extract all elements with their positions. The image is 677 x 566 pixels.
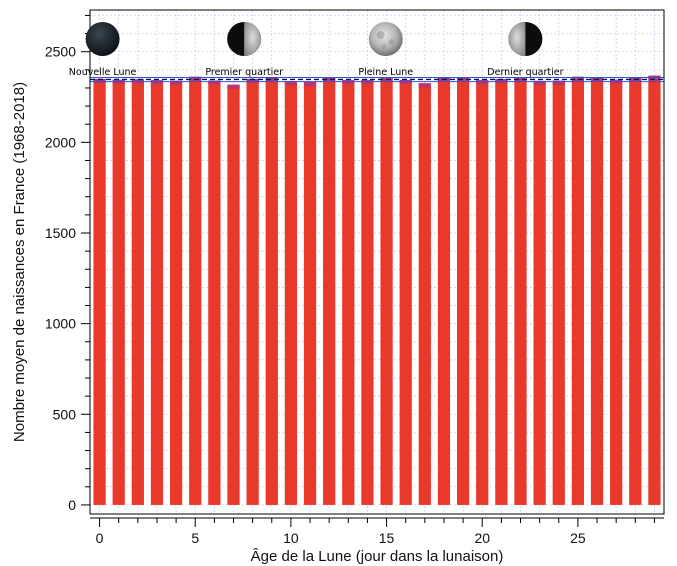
bar-top	[323, 77, 336, 82]
y-tick-label: 2000	[45, 134, 76, 150]
bars	[93, 75, 661, 505]
y-axis-title: Nombre moyen de naissances en France (19…	[11, 82, 28, 442]
axes: 0 500 1000 1500 2000 2500 0 5 10 15 20 25	[45, 14, 664, 546]
x-axis-title: Âge de la Lune (jour dans la lunaison)	[251, 548, 504, 565]
bar-top	[380, 78, 393, 83]
bar-top	[495, 79, 508, 84]
bar	[648, 75, 661, 505]
bar-top	[533, 80, 546, 85]
moon-crater	[376, 31, 385, 39]
bar	[514, 78, 527, 505]
bar	[342, 80, 355, 505]
frame	[89, 9, 665, 515]
bar	[150, 80, 164, 505]
moon-phase-markers: Nouvelle Lune Premier quartier Pleine Lune…	[69, 22, 564, 78]
last-quarter-moon-icon	[508, 22, 543, 56]
bar-top	[169, 80, 183, 85]
bar-top	[514, 78, 527, 83]
moon-phase-label: Pleine Lune	[358, 67, 413, 78]
bar	[629, 77, 642, 505]
bar	[303, 81, 317, 505]
bar	[208, 80, 221, 505]
bar-top	[227, 84, 240, 89]
first-quarter-moon-icon	[227, 22, 262, 56]
bar	[227, 84, 240, 505]
plot-frame	[89, 9, 665, 515]
x-tick-label: 25	[570, 530, 586, 546]
y-tick-label: 0	[68, 497, 76, 513]
y-tick-label: 500	[53, 406, 77, 422]
bar	[246, 78, 259, 505]
bar	[399, 79, 412, 505]
moon-lit-half	[508, 22, 526, 56]
bar	[169, 80, 183, 505]
moon-phase-label: Dernier quartier	[487, 67, 563, 78]
bar	[571, 76, 585, 505]
bar-top	[571, 76, 585, 81]
bar-top	[265, 77, 278, 82]
moon-lit-half	[244, 22, 262, 56]
bar-top	[303, 81, 317, 86]
bar	[323, 77, 336, 505]
moon-phase-label: Nouvelle Lune	[69, 67, 137, 78]
bar-top	[456, 77, 470, 82]
bar	[418, 83, 431, 505]
reference-lines	[90, 76, 664, 83]
bar-top	[342, 80, 355, 85]
bar-top	[552, 80, 565, 85]
bar	[476, 80, 489, 505]
bar	[610, 79, 623, 505]
bar	[284, 81, 298, 505]
bar-top	[150, 80, 164, 85]
bar-top	[93, 78, 106, 83]
x-tick-label: 10	[283, 530, 299, 546]
moon-disk	[85, 22, 120, 56]
moon-phase-label: Premier quartier	[205, 67, 283, 78]
bar	[552, 80, 565, 505]
bar-top	[208, 80, 221, 85]
bar	[437, 77, 451, 505]
x-tick-label: 20	[474, 530, 490, 546]
x-tick-label: 5	[191, 530, 199, 546]
bar	[189, 76, 202, 505]
bar	[456, 77, 470, 505]
bar	[265, 77, 278, 505]
bar	[361, 79, 374, 505]
bar-top	[418, 83, 431, 88]
new-moon-icon	[85, 22, 120, 56]
bar	[131, 79, 144, 505]
bar-top	[476, 80, 489, 85]
bar	[495, 79, 508, 505]
bar	[112, 79, 125, 505]
y-tick-label: 1500	[45, 225, 76, 241]
moon-disk	[368, 22, 403, 56]
bar-top	[284, 81, 298, 86]
x-tick-label: 15	[379, 530, 395, 546]
x-tick-label: 0	[96, 530, 104, 546]
bar	[380, 78, 393, 505]
full-moon-icon	[368, 22, 403, 56]
moon-crater	[381, 44, 387, 50]
bar-top	[189, 76, 202, 81]
moon-crater	[388, 39, 395, 45]
y-tick-label: 2500	[45, 44, 76, 60]
bar	[93, 78, 106, 505]
bar	[533, 80, 546, 505]
bar	[590, 77, 604, 505]
y-tick-label: 1000	[45, 316, 76, 332]
bar-top	[246, 78, 259, 83]
